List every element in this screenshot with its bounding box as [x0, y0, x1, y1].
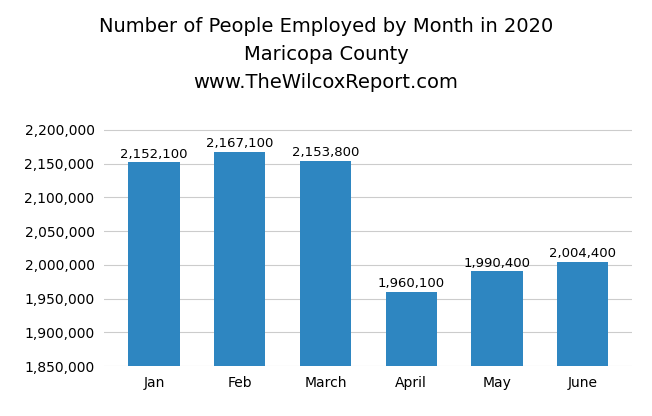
Text: 2,167,100: 2,167,100 [206, 137, 273, 151]
Text: 1,990,400: 1,990,400 [464, 257, 531, 270]
Text: 2,153,800: 2,153,800 [292, 146, 359, 159]
Bar [385, 292, 437, 416]
Text: 2,152,100: 2,152,100 [121, 148, 188, 161]
Bar [471, 271, 523, 416]
Bar [128, 162, 180, 416]
Bar [214, 152, 265, 416]
Bar [557, 262, 608, 416]
Text: 2,004,400: 2,004,400 [549, 247, 616, 260]
Text: Number of People Employed by Month in 2020
Maricopa County
www.TheWilcoxReport.c: Number of People Employed by Month in 20… [99, 17, 553, 92]
Text: 1,960,100: 1,960,100 [378, 277, 445, 290]
Bar [300, 161, 351, 416]
